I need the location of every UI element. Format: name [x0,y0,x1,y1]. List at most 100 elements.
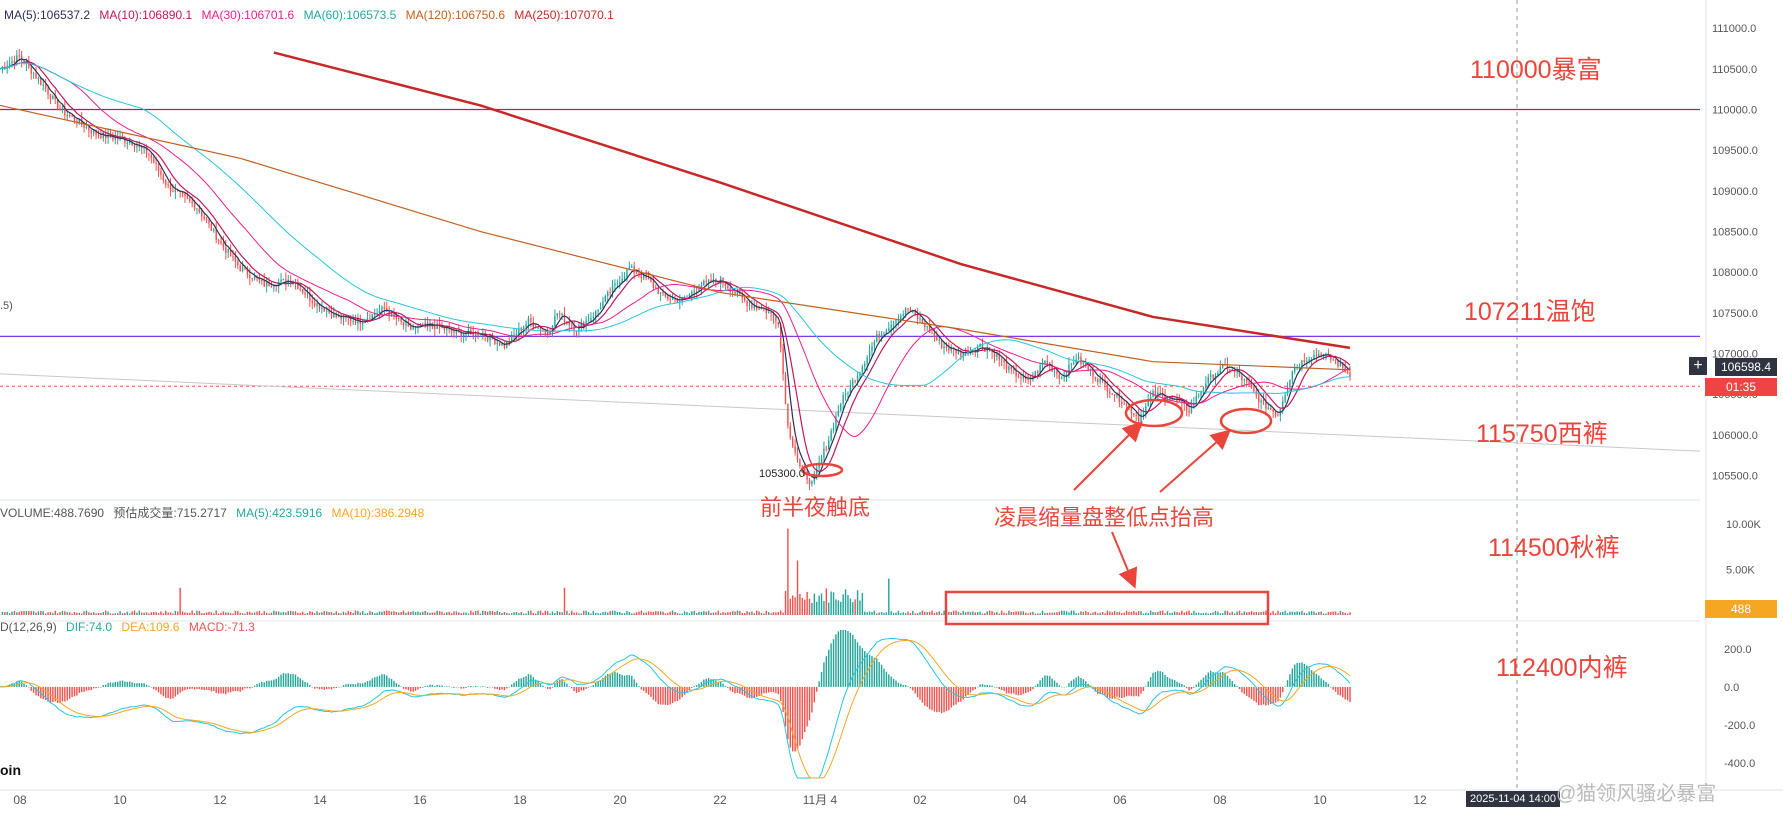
candle-body [1157,392,1159,397]
macd-bar [890,676,892,687]
volume-bar [751,611,753,615]
candle-body [698,289,700,292]
price-tick-label: 110000.0 [1712,104,1757,116]
candle-body [20,55,23,61]
volume-bar [1181,610,1183,615]
volume-bar [698,611,700,615]
candle-body [626,269,628,277]
volume-bar [340,613,342,615]
volume-bar [568,613,571,615]
candle-body [229,249,232,257]
macd-bar [1147,681,1149,687]
ma5-line [0,58,1351,479]
macd-bar [1250,686,1253,700]
macd-bar [1128,686,1130,696]
volume-bar [114,613,117,615]
macd-bar [179,686,181,693]
volume-bar [16,612,18,615]
macd-bar [162,686,165,697]
volume-bar [849,598,852,615]
macd-bar [619,674,621,687]
macd-bar [691,686,693,688]
candle-body [316,303,318,306]
candle-body [873,341,876,347]
candle-body [1188,410,1190,413]
volume-bar [205,612,208,615]
candle-body [803,467,806,472]
candle-body [390,311,393,316]
macd-bar [414,686,417,691]
candle-body [1145,405,1147,414]
macd-bar [546,686,549,689]
candle-body [1130,406,1133,414]
volume-bar [1,611,4,615]
volume-bar [647,611,650,615]
volume-bar [210,612,213,615]
candle-body [88,127,90,131]
candle-body [1205,383,1207,388]
candle-body [767,312,770,314]
volume-bar [1282,611,1284,615]
volume-bar [309,611,311,615]
left-edge-top: .5) [0,300,13,312]
volume-bar [957,611,960,615]
macd-bar [417,686,419,690]
macd-bar [695,685,698,687]
macd-bar [943,686,945,713]
candle-body [35,73,37,79]
macd-bar [765,686,768,694]
macd-bar [1082,679,1085,687]
macd-bar [357,682,359,687]
macd-bar [328,686,330,689]
volume-bar [527,610,530,615]
macd-bar [83,686,85,692]
volume-bar [119,611,121,615]
candle-body [900,315,902,320]
volume-bar [443,613,446,615]
volume-bar [1049,612,1051,615]
macd-bar [277,676,280,687]
candle-body [446,328,448,330]
candle-body [1313,354,1315,360]
volume-bar [1125,610,1128,615]
volume-bar [585,610,587,615]
macd-bar [832,639,835,687]
macd-bar [916,686,919,698]
macd-bar [32,686,35,693]
volume-bar [986,611,988,615]
candle-body [289,281,292,284]
macd-bar [933,686,936,712]
candle-body [655,287,657,289]
macd-bar [330,686,333,690]
candle-body [232,256,234,258]
volume-bar [823,601,825,615]
candle-body [25,63,28,65]
volume-bar [477,610,479,615]
volume-bar [859,600,861,615]
macd-bar [693,686,695,687]
candle-body [1265,400,1267,409]
volume-bar [299,613,301,615]
volume-bar [1200,613,1202,615]
volume-bar [1087,612,1089,615]
volume-bar [395,611,398,615]
candle-body [532,322,534,328]
macd-bar [1075,677,1077,687]
macd-bar [763,686,765,694]
volume-bar [8,613,11,615]
candle-body [436,323,438,330]
macd-bar [587,686,590,688]
macd-bar [1094,686,1097,692]
macd-bar [671,686,674,704]
volume-bar [244,613,246,615]
macd-bar [717,682,719,687]
macd-bar [736,686,739,694]
volume-bar [198,610,201,615]
candle-body [832,427,835,431]
add-line-button[interactable]: + [1689,357,1707,375]
candle-body [1104,380,1106,385]
candle-body [352,320,354,322]
candle-body [1113,394,1116,396]
macd-bar [426,685,429,687]
dea-line [0,639,1351,779]
